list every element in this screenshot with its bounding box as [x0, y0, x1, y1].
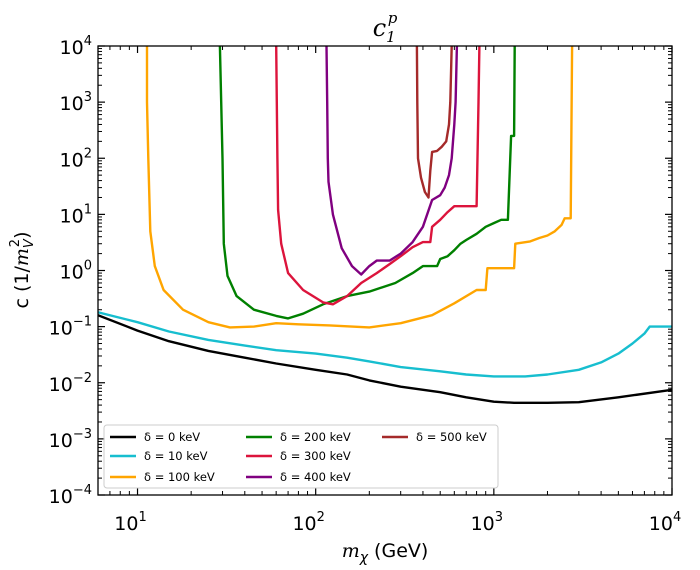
series-layer — [98, 46, 672, 404]
legend-label-2: δ = 100 keV — [144, 470, 215, 484]
series-line-1 — [98, 311, 672, 378]
series-line-2 — [145, 46, 574, 329]
series-line-3 — [218, 46, 516, 320]
y-tick-label: 10−1 — [49, 315, 92, 340]
tick-labels-layer: 101 102 103 104 10−4 10−3 10−2 10−1 100 101 102 103… — [49, 34, 682, 535]
legend-box — [103, 424, 499, 489]
x-axis-label: mχ (GeV) — [342, 540, 429, 566]
y-tick-label: 103 — [60, 90, 92, 115]
x-tick-label: 101 — [114, 510, 146, 535]
y-tick-label: 10−4 — [49, 483, 92, 508]
y-tick-label: 101 — [60, 202, 92, 227]
legend: δ = 0 keV δ = 10 keV δ = 100 keV δ = 200 ke… — [103, 424, 499, 489]
y-axis-label: c (1/mV2) — [8, 231, 37, 308]
y-tick-label: 10−2 — [49, 371, 92, 396]
x-tick-label: 103 — [471, 510, 503, 535]
y-tick-label: 102 — [60, 146, 92, 171]
legend-label-6: δ = 500 keV — [416, 430, 487, 444]
plot-area — [98, 46, 672, 495]
plot-frame — [97, 45, 673, 496]
series-line-4 — [275, 46, 481, 306]
series-line-6 — [415, 46, 453, 199]
x-tick-label: 102 — [292, 510, 324, 535]
chart-title: c1p — [373, 9, 398, 46]
x-tick-label: 104 — [649, 510, 681, 535]
legend-label-1: δ = 10 keV — [144, 449, 208, 463]
y-tick-label: 104 — [60, 34, 92, 59]
series-line-0 — [98, 314, 672, 404]
legend-label-5: δ = 400 keV — [280, 470, 351, 484]
y-tick-label: 10−3 — [49, 427, 92, 452]
legend-label-3: δ = 200 keV — [280, 430, 351, 444]
y-tick-label: 100 — [60, 259, 92, 284]
legend-label-0: δ = 0 keV — [144, 430, 200, 444]
ticks-layer — [97, 45, 673, 496]
legend-label-4: δ = 300 keV — [280, 449, 351, 463]
series-line-5 — [325, 46, 459, 276]
